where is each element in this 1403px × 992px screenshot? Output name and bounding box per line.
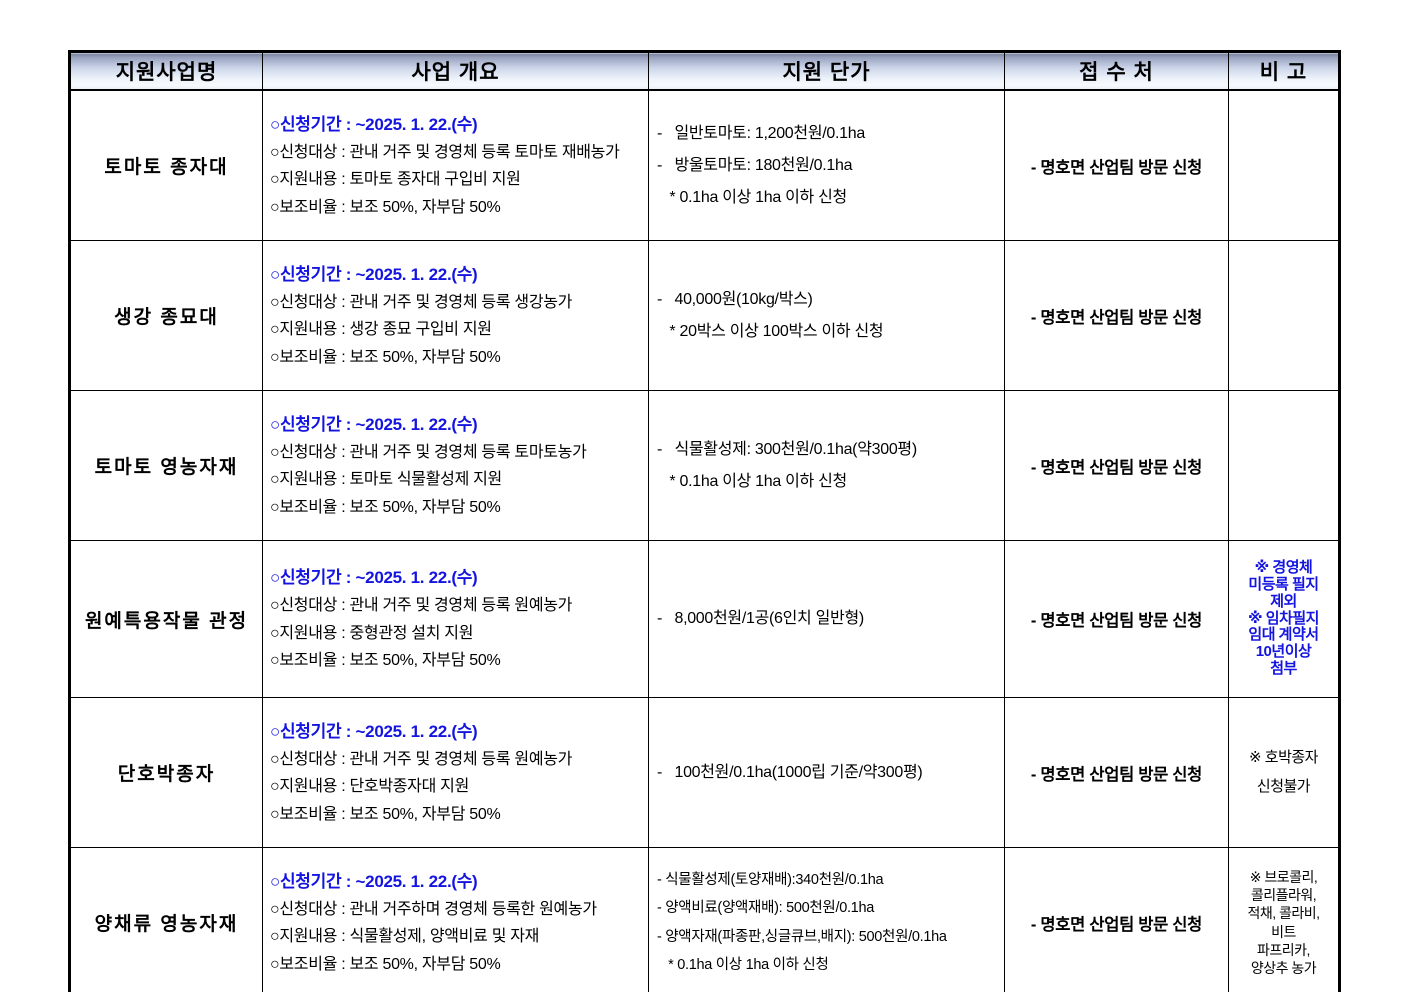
price-line: - 양액비료(양액재배): 500천원/0.1ha bbox=[657, 900, 874, 917]
remarks bbox=[1228, 240, 1340, 391]
remark-line: 신청불가 bbox=[1256, 777, 1311, 795]
project-overview: ○신청기간 : ~2025. 1. 22.(수) ○신청대상 : 관내 거주 및… bbox=[262, 89, 649, 241]
overview-line: ○지원내용 : 단호박종자대 지원 bbox=[270, 778, 469, 796]
overview-line: ○보조비율 : 보조 50%, 자부담 50% bbox=[270, 198, 501, 216]
remarks bbox=[1228, 89, 1340, 241]
remark-line: ※ 호박종자 bbox=[1249, 749, 1318, 766]
overview-line: ○지원내용 : 토마토 식물활성제 지원 bbox=[270, 471, 502, 489]
header-project-name: 지원사업명 bbox=[69, 51, 263, 91]
price-line: * 0.1ha 이상 1ha 이하 신청 bbox=[657, 188, 847, 206]
support-programs-table: 지원사업명 사업 개요 지원 단가 접 수 처 비 고 토마토 종자대 ○신청기… bbox=[68, 50, 1341, 992]
project-name: 토마토 종자대 bbox=[69, 89, 263, 241]
header-unit-price: 지원 단가 bbox=[648, 51, 1005, 91]
project-overview: ○신청기간 : ~2025. 1. 22.(수) ○신청대상 : 관내 거주 및… bbox=[262, 240, 649, 391]
overview-line: ○지원내용 : 생강 종묘 구입비 지원 bbox=[270, 321, 492, 339]
remarks: ※ 호박종자 신청불가 bbox=[1228, 697, 1340, 848]
table-row: 토마토 종자대 ○신청기간 : ~2025. 1. 22.(수) ○신청대상 :… bbox=[69, 89, 1340, 241]
price-line: - 식물활성제: 300천원/0.1ha(약300평) bbox=[657, 440, 917, 458]
table-row: 단호박종자 ○신청기간 : ~2025. 1. 22.(수) ○신청대상 : 관… bbox=[69, 697, 1340, 848]
application-period: ○신청기간 : ~2025. 1. 22.(수) bbox=[270, 721, 478, 741]
project-overview: ○신청기간 : ~2025. 1. 22.(수) ○신청대상 : 관내 거주 및… bbox=[262, 697, 649, 848]
price-line: - 8,000천원/1공(6인치 일반형) bbox=[657, 610, 864, 627]
remark-line: 첨부 bbox=[1270, 659, 1297, 677]
overview-line: ○지원내용 : 토마토 종자대 구입비 지원 bbox=[270, 171, 521, 189]
price-line: - 100천원/0.1ha(1000립 기준/약300평) bbox=[657, 763, 923, 781]
price-line: * 0.1ha 이상 1ha 이하 신청 bbox=[657, 472, 847, 490]
reception-office: - 명호면 산업팀 방문 신청 bbox=[1004, 847, 1229, 992]
project-name: 단호박종자 bbox=[69, 697, 263, 848]
remark-line: 10년이상 bbox=[1255, 643, 1312, 661]
reception-office: - 명호면 산업팀 방문 신청 bbox=[1004, 540, 1229, 698]
project-name: 원예특용작물 관정 bbox=[69, 540, 263, 698]
project-overview: ○신청기간 : ~2025. 1. 22.(수) ○신청대상 : 관내 거주 및… bbox=[262, 390, 649, 541]
remarks bbox=[1228, 390, 1340, 541]
remark-line: 비트 bbox=[1271, 923, 1296, 940]
overview-line: ○보조비율 : 보조 50%, 자부담 50% bbox=[270, 348, 501, 366]
header-overview: 사업 개요 bbox=[262, 51, 649, 91]
table-row: 원예특용작물 관정 ○신청기간 : ~2025. 1. 22.(수) ○신청대상… bbox=[69, 540, 1340, 698]
remark-line: 적채, 콜라비, bbox=[1247, 905, 1320, 922]
unit-price: - 100천원/0.1ha(1000립 기준/약300평) bbox=[648, 697, 1005, 848]
table-row: 생강 종묘대 ○신청기간 : ~2025. 1. 22.(수) ○신청대상 : … bbox=[69, 240, 1340, 391]
remark-line: ※ 임차필지 bbox=[1248, 609, 1319, 627]
overview-line: ○지원내용 : 식물활성제, 양액비료 및 자재 bbox=[270, 928, 540, 946]
project-name: 생강 종묘대 bbox=[69, 240, 263, 391]
reception-office: - 명호면 산업팀 방문 신청 bbox=[1004, 697, 1229, 848]
overview-line: ○신청대상 : 관내 거주 및 경영체 등록 원예농가 bbox=[270, 750, 573, 768]
price-line: - 40,000원(10kg/박스) bbox=[657, 290, 813, 308]
remark-line: 임대 계약서 bbox=[1248, 626, 1319, 644]
price-line: - 일반토마토: 1,200천원/0.1ha bbox=[657, 124, 865, 142]
price-line: - 방울토마토: 180천원/0.1ha bbox=[657, 156, 853, 174]
remark-line: ※ 브로콜리, bbox=[1249, 868, 1318, 885]
price-line: - 식물활성제(토양재배):340천원/0.1ha bbox=[657, 871, 884, 888]
overview-line: ○신청대상 : 관내 거주 및 경영체 등록 토마토농가 bbox=[270, 443, 587, 461]
project-name: 양채류 영농자재 bbox=[69, 847, 263, 992]
remark-line: 양상추 농가 bbox=[1250, 959, 1317, 976]
project-overview: ○신청기간 : ~2025. 1. 22.(수) ○신청대상 : 관내 거주하며… bbox=[262, 847, 649, 992]
application-period: ○신청기간 : ~2025. 1. 22.(수) bbox=[270, 264, 478, 284]
application-period: ○신청기간 : ~2025. 1. 22.(수) bbox=[270, 414, 478, 434]
overview-line: ○보조비율 : 보조 50%, 자부담 50% bbox=[270, 805, 501, 823]
remark-line: 파프리카, bbox=[1257, 941, 1310, 958]
reception-office: - 명호면 산업팀 방문 신청 bbox=[1004, 89, 1229, 241]
price-line: * 20박스 이상 100박스 이하 신청 bbox=[657, 322, 884, 340]
table-row: 양채류 영농자재 ○신청기간 : ~2025. 1. 22.(수) ○신청대상 … bbox=[69, 847, 1340, 992]
remark-line: 미등록 필지 bbox=[1248, 576, 1319, 593]
unit-price: - 40,000원(10kg/박스) * 20박스 이상 100박스 이하 신청 bbox=[648, 240, 1005, 391]
price-line: - 양액자재(파종판,싱글큐브,배지): 500천원/0.1ha bbox=[657, 928, 947, 945]
remark-line: ※ 경영체 bbox=[1254, 559, 1313, 577]
table-header-row: 지원사업명 사업 개요 지원 단가 접 수 처 비 고 bbox=[69, 51, 1340, 91]
remarks: ※ 경영체 미등록 필지 제외 ※ 임차필지 임대 계약서 10년이상 첨부 bbox=[1228, 540, 1340, 698]
header-reception: 접 수 처 bbox=[1004, 51, 1229, 91]
overview-line: ○지원내용 : 중형관정 설치 지원 bbox=[270, 624, 474, 642]
table-row: 토마토 영농자재 ○신청기간 : ~2025. 1. 22.(수) ○신청대상 … bbox=[69, 390, 1340, 541]
application-period: ○신청기간 : ~2025. 1. 22.(수) bbox=[270, 568, 478, 588]
overview-line: ○신청대상 : 관내 거주하며 경영체 등록한 원예농가 bbox=[270, 900, 597, 918]
overview-line: ○신청대상 : 관내 거주 및 경영체 등록 토마토 재배농가 bbox=[270, 143, 620, 161]
application-period: ○신청기간 : ~2025. 1. 22.(수) bbox=[270, 114, 478, 134]
remark-line: 콜리플라워, bbox=[1250, 887, 1317, 904]
remark-line: 제외 bbox=[1270, 592, 1297, 610]
reception-office: - 명호면 산업팀 방문 신청 bbox=[1004, 390, 1229, 541]
overview-line: ○신청대상 : 관내 거주 및 경영체 등록 원예농가 bbox=[270, 597, 573, 615]
unit-price: - 식물활성제: 300천원/0.1ha(약300평) * 0.1ha 이상 1… bbox=[648, 390, 1005, 541]
project-overview: ○신청기간 : ~2025. 1. 22.(수) ○신청대상 : 관내 거주 및… bbox=[262, 540, 649, 698]
overview-line: ○보조비율 : 보조 50%, 자부담 50% bbox=[270, 498, 501, 516]
unit-price: - 일반토마토: 1,200천원/0.1ha - 방울토마토: 180천원/0.… bbox=[648, 89, 1005, 241]
reception-office: - 명호면 산업팀 방문 신청 bbox=[1004, 240, 1229, 391]
price-line: * 0.1ha 이상 1ha 이하 신청 bbox=[657, 956, 829, 973]
overview-line: ○보조비율 : 보조 50%, 자부담 50% bbox=[270, 652, 501, 670]
project-name: 토마토 영농자재 bbox=[69, 390, 263, 541]
overview-line: ○신청대상 : 관내 거주 및 경영체 등록 생강농가 bbox=[270, 293, 573, 311]
remarks: ※ 브로콜리, 콜리플라워, 적채, 콜라비, 비트 파프리카, 양상추 농가 bbox=[1228, 847, 1340, 992]
unit-price: - 식물활성제(토양재배):340천원/0.1ha - 양액비료(양액재배): … bbox=[648, 847, 1005, 992]
application-period: ○신청기간 : ~2025. 1. 22.(수) bbox=[270, 871, 478, 891]
overview-line: ○보조비율 : 보조 50%, 자부담 50% bbox=[270, 955, 501, 973]
unit-price: - 8,000천원/1공(6인치 일반형) bbox=[648, 540, 1005, 698]
header-remarks: 비 고 bbox=[1228, 51, 1340, 91]
